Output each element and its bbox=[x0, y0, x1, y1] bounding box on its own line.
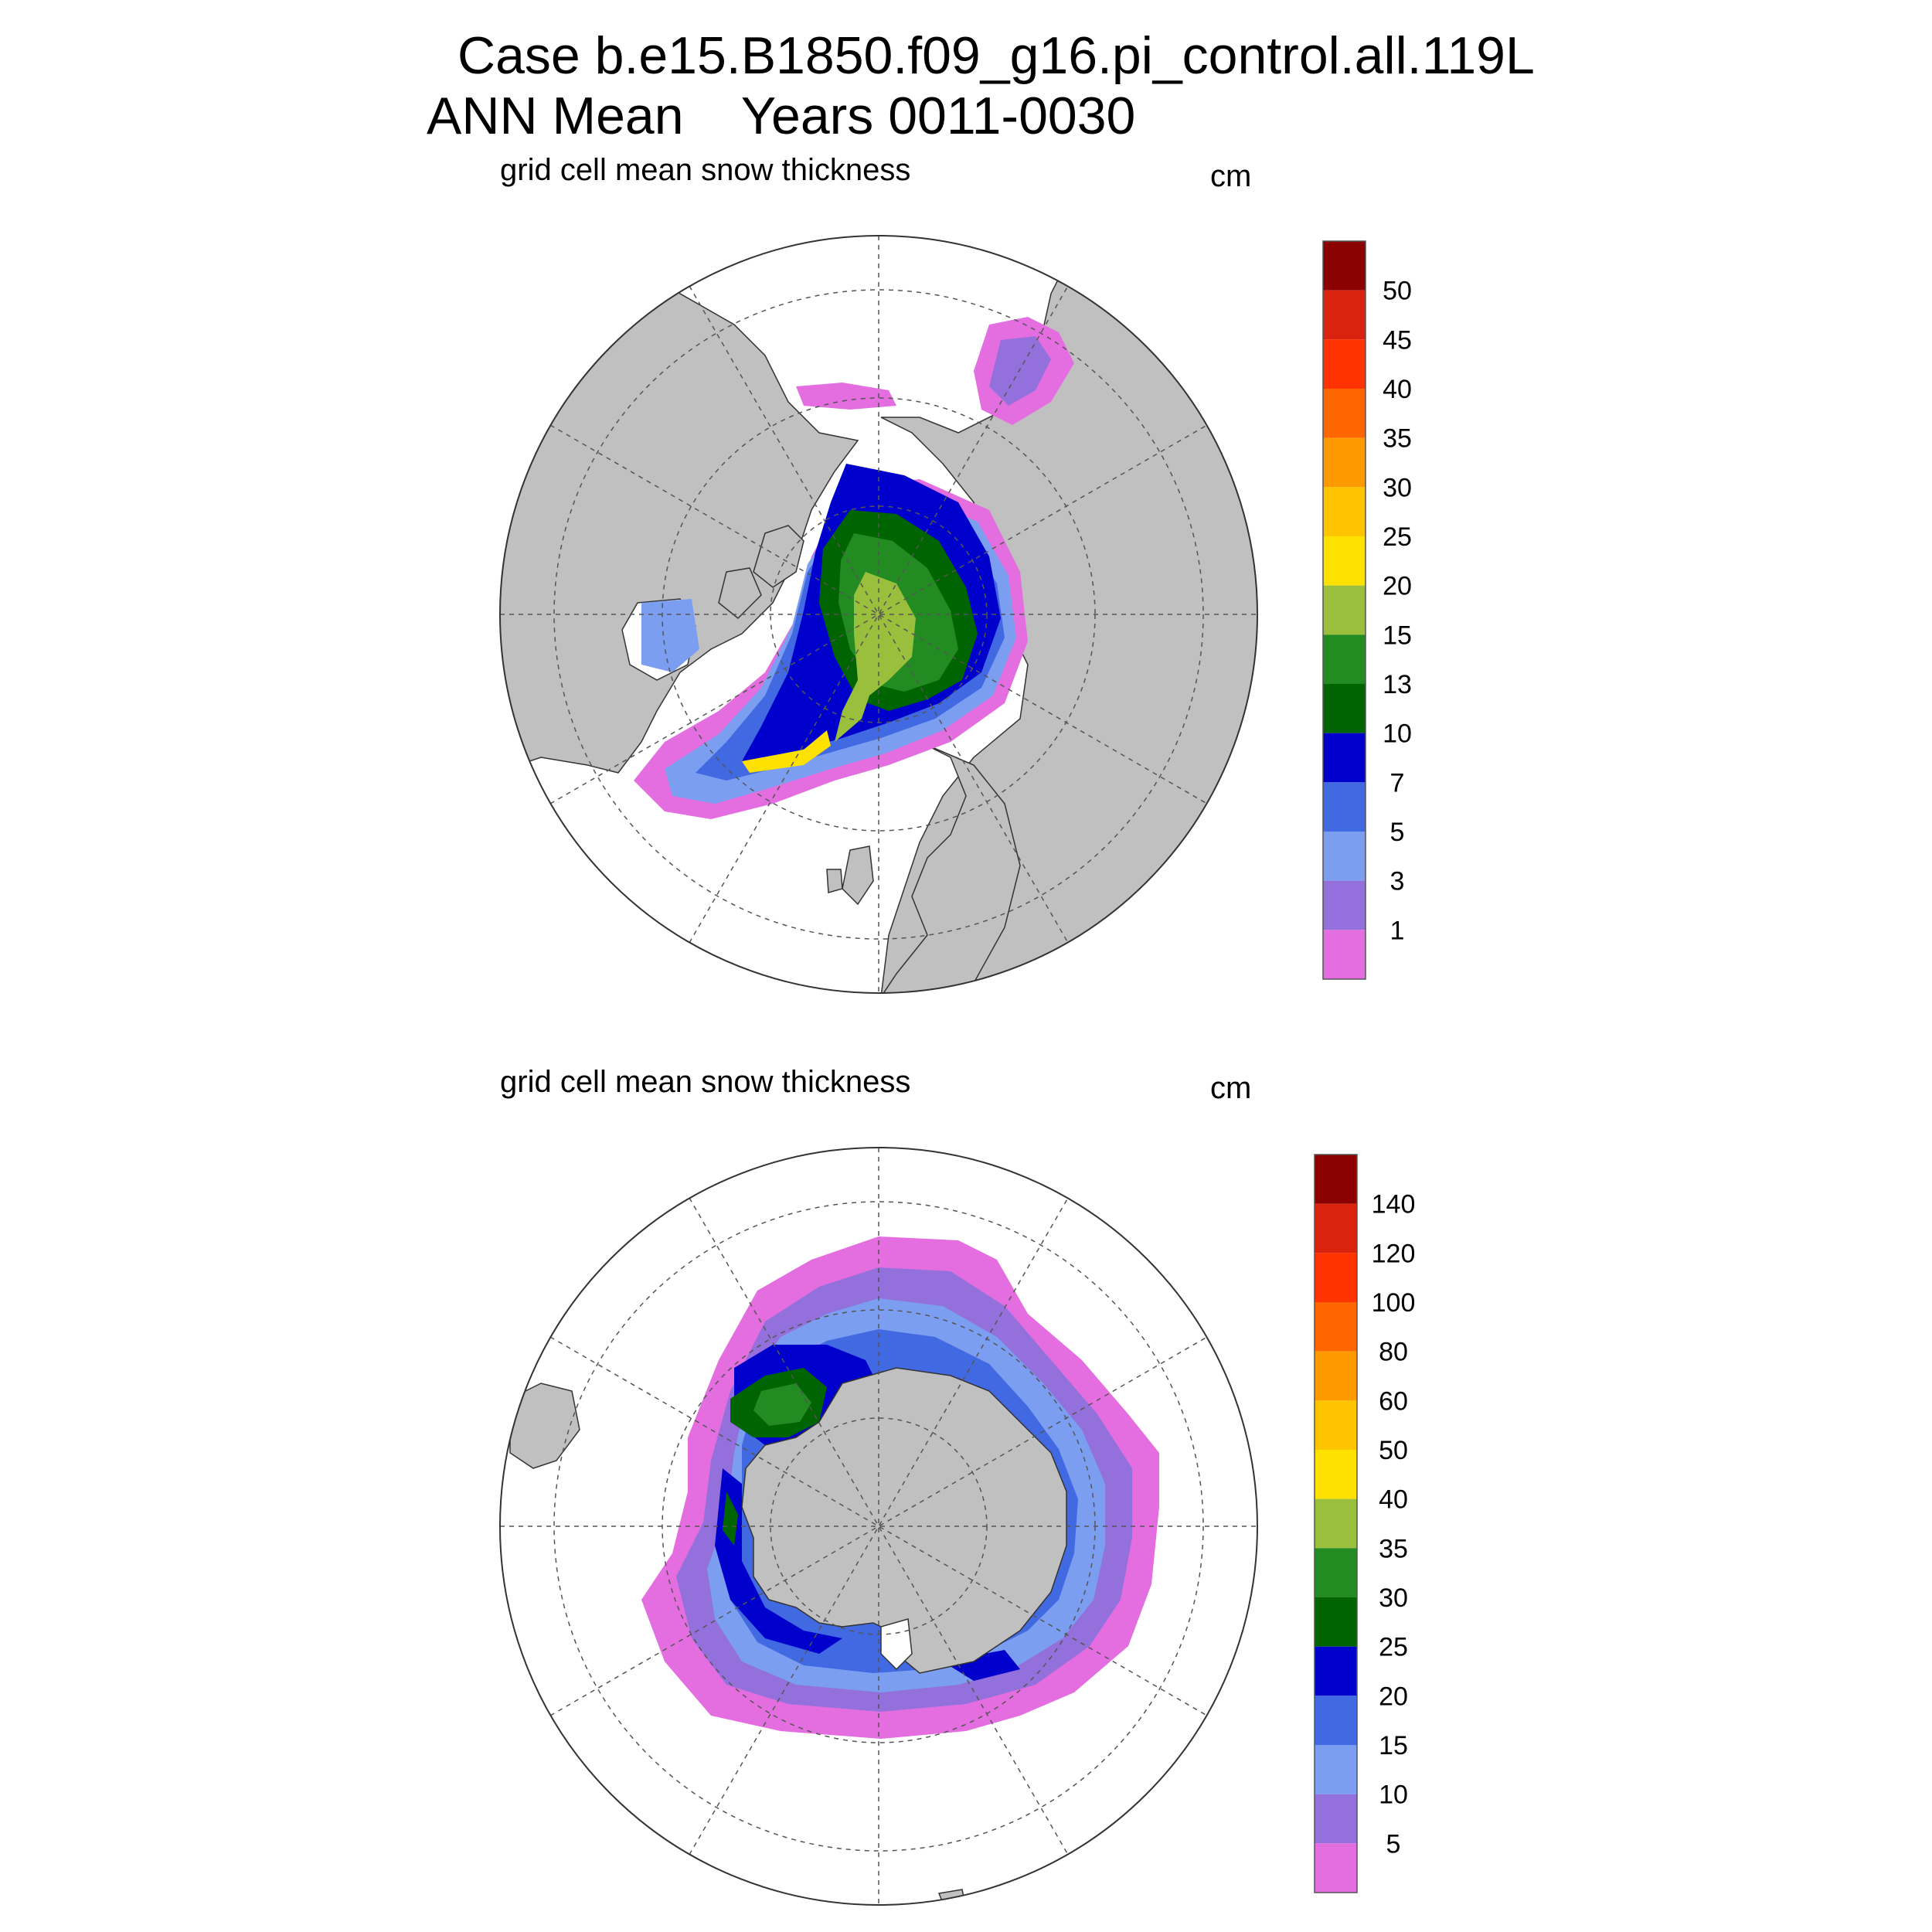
north-polar-map bbox=[499, 235, 1258, 994]
north-colorbar-label: 40 bbox=[1383, 375, 1412, 404]
south-colorbar-label: 30 bbox=[1379, 1583, 1408, 1613]
north-colorbar-swatch bbox=[1323, 880, 1366, 930]
south-america-tip bbox=[509, 1383, 580, 1469]
north-colorbar-swatch bbox=[1323, 634, 1366, 684]
south-colorbar-swatch bbox=[1315, 1646, 1357, 1696]
arctic-archipelago bbox=[718, 525, 804, 620]
south-colorbar-swatch bbox=[1315, 1400, 1357, 1450]
north-colorbar-label: 50 bbox=[1383, 277, 1412, 306]
north-colorbar: 50 45 40 35 30 25 20 15 13 10 7 5 3 1 bbox=[1322, 240, 1412, 980]
north-graticule bbox=[500, 236, 1257, 993]
south-colorbar-swatch bbox=[1315, 1253, 1357, 1302]
south-colorbar-label: 15 bbox=[1379, 1731, 1408, 1760]
north-colorbar-swatch bbox=[1323, 536, 1366, 586]
south-graticule bbox=[500, 1148, 1257, 1905]
south-ice-green bbox=[753, 1383, 811, 1426]
south-colorbar-label: 50 bbox=[1379, 1436, 1408, 1465]
south-colorbar-label: 5 bbox=[1386, 1829, 1401, 1859]
south-colorbar-swatch bbox=[1315, 1745, 1357, 1794]
south-colorbar-swatch bbox=[1315, 1351, 1357, 1401]
north-colorbar-label: 3 bbox=[1390, 867, 1405, 896]
south-colorbar-swatch bbox=[1315, 1696, 1357, 1745]
north-colorbar-label: 13 bbox=[1383, 670, 1412, 699]
okhotsk-ice-inner bbox=[989, 336, 1051, 406]
south-colorbar-swatch bbox=[1315, 1548, 1357, 1597]
north-colorbar-swatch bbox=[1323, 733, 1366, 783]
south-colorbar-swatch bbox=[1315, 1155, 1357, 1204]
british-isles bbox=[826, 845, 874, 906]
south-panel-units: cm bbox=[1210, 1071, 1252, 1105]
south-panel-subtitle: grid cell mean snow thickness bbox=[500, 1065, 911, 1099]
south-colorbar-swatch bbox=[1315, 1794, 1357, 1844]
north-colorbar-frame bbox=[1322, 240, 1366, 980]
north-panel-units: cm bbox=[1210, 159, 1252, 193]
figure-title-case: Case b.e15.B1850.f09_g16.pi_control.all.… bbox=[457, 26, 1535, 85]
south-colorbar-swatch bbox=[1315, 1203, 1357, 1253]
north-panel-subtitle: grid cell mean snow thickness bbox=[500, 153, 911, 187]
south-colorbar-frame bbox=[1314, 1154, 1358, 1893]
north-colorbar-swatch bbox=[1323, 290, 1366, 340]
south-polar-map bbox=[499, 1147, 1258, 1906]
north-colorbar-swatch bbox=[1323, 832, 1366, 881]
south-colorbar-label: 25 bbox=[1379, 1633, 1408, 1662]
south-colorbar-label: 60 bbox=[1379, 1386, 1408, 1416]
south-colorbar-swatch bbox=[1315, 1843, 1357, 1893]
north-colorbar-swatch bbox=[1323, 389, 1366, 438]
north-colorbar-label: 20 bbox=[1383, 572, 1412, 601]
north-colorbar-label: 25 bbox=[1383, 522, 1412, 552]
north-colorbar-swatch bbox=[1323, 930, 1366, 979]
south-colorbar-label: 80 bbox=[1379, 1338, 1408, 1367]
south-colorbar-label: 35 bbox=[1379, 1534, 1408, 1563]
south-colorbar-label: 20 bbox=[1379, 1682, 1408, 1711]
north-colorbar-swatch bbox=[1323, 437, 1366, 488]
south-colorbar-label: 140 bbox=[1372, 1190, 1416, 1219]
north-colorbar-label: 5 bbox=[1390, 818, 1405, 847]
north-colorbar-label: 35 bbox=[1383, 424, 1412, 454]
south-colorbar-swatch bbox=[1315, 1302, 1357, 1352]
europe-landmass bbox=[879, 741, 1021, 993]
greenland-coast-yellow bbox=[742, 730, 831, 773]
south-colorbar-label: 40 bbox=[1379, 1485, 1408, 1515]
south-colorbar-label: 10 bbox=[1379, 1781, 1408, 1810]
south-colorbar-swatch bbox=[1315, 1498, 1357, 1549]
north-colorbar-swatch bbox=[1323, 782, 1366, 832]
north-colorbar-swatch bbox=[1323, 339, 1366, 389]
north-colorbar-label: 15 bbox=[1383, 621, 1412, 650]
north-colorbar-label: 7 bbox=[1390, 768, 1405, 798]
south-map-border bbox=[499, 1147, 1258, 1906]
north-colorbar-swatch bbox=[1323, 241, 1366, 291]
labrador-ice bbox=[641, 599, 699, 672]
figure-title-period: ANN Mean Years 0011-0030 bbox=[427, 87, 1136, 145]
south-colorbar-label: 100 bbox=[1372, 1288, 1416, 1318]
north-colorbar-label: 1 bbox=[1390, 916, 1405, 945]
north-colorbar-swatch bbox=[1323, 684, 1366, 733]
north-colorbar-label: 30 bbox=[1383, 473, 1412, 502]
bering-ice bbox=[796, 383, 896, 410]
north-colorbar-label: 45 bbox=[1383, 325, 1412, 355]
north-colorbar-swatch bbox=[1323, 585, 1366, 635]
south-colorbar: 140 120 100 80 60 50 40 35 30 25 20 15 10 5 bbox=[1314, 1154, 1416, 1893]
north-colorbar-label: 10 bbox=[1383, 719, 1412, 749]
north-map-border bbox=[499, 235, 1258, 994]
south-colorbar-label: 120 bbox=[1372, 1239, 1416, 1268]
tasmania-island bbox=[937, 1889, 967, 1905]
ross-ice-shelf bbox=[880, 1618, 913, 1671]
south-colorbar-swatch bbox=[1315, 1450, 1357, 1499]
north-colorbar-swatch bbox=[1323, 487, 1366, 536]
south-colorbar-swatch bbox=[1315, 1597, 1357, 1647]
